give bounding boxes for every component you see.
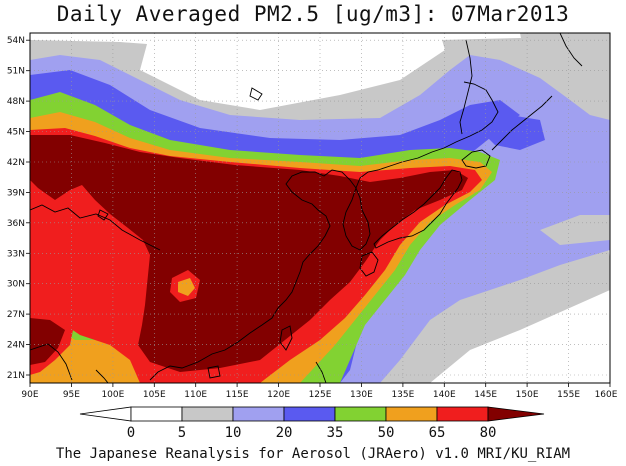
lon-label: 95E: [63, 390, 80, 400]
lon-label: 105E: [143, 390, 166, 400]
coast-korea: [342, 186, 371, 251]
colorbar: [79, 406, 545, 422]
field-50-65-island-core: [178, 278, 195, 296]
lat-label: 51N: [7, 67, 25, 77]
lon-label: 125E: [309, 390, 332, 400]
colorbar-label: 0: [127, 425, 135, 441]
colorbar-cell-80: [436, 406, 489, 422]
lat-label: 54N: [7, 36, 25, 46]
lat-label: 45N: [7, 128, 25, 138]
lon-label: 155E: [557, 390, 580, 400]
concentration-fields: [30, 33, 610, 383]
colorbar-label: 65: [429, 425, 446, 441]
colorbar-cell-5: [130, 406, 183, 422]
coast-hainan: [207, 365, 221, 379]
colorbar-cell-65: [385, 406, 438, 422]
lat-label: 39N: [7, 188, 25, 198]
colorbar-labels: 0 5 10 20 35 50 65 80: [127, 425, 497, 441]
lon-label: 160E: [595, 390, 618, 400]
lon-label: 150E: [516, 390, 539, 400]
lat-label: 24N: [7, 341, 25, 351]
coast-mainland: [30, 81, 499, 381]
colorbar-label: 35: [327, 425, 344, 441]
colorbar-label: 80: [480, 425, 497, 441]
coast-indochina: [30, 343, 109, 383]
colorbar-label: 50: [378, 425, 395, 441]
lon-label: 135E: [391, 390, 414, 400]
coast-kuril: [491, 95, 553, 151]
coast-hokkaido: [461, 149, 491, 169]
lat-label: 42N: [7, 158, 25, 168]
coast-sakhalin: [459, 39, 473, 135]
field-20-35-east: [480, 115, 545, 150]
lon-label: 100E: [101, 390, 124, 400]
coast-kamchatka: [559, 33, 583, 67]
coast-lake-2: [97, 209, 109, 221]
latitude-labels: 21N 24N 27N 30N 33N 36N 39N 42N 45N 48N …: [7, 36, 25, 381]
coast-lake: [249, 87, 263, 101]
coast-japan-kyushu: [359, 251, 379, 277]
coast-taiwan: [279, 325, 293, 351]
colorbar-label: 5: [178, 425, 186, 441]
lon-label: 110E: [184, 390, 207, 400]
lat-label: 27N: [7, 310, 25, 320]
axis-tick-marks: [26, 39, 611, 387]
field-5-10-mid: [540, 215, 610, 245]
lat-label: 48N: [7, 97, 25, 107]
lat-label: 30N: [7, 280, 25, 290]
colorbar-cell-50: [334, 406, 387, 422]
lat-label: 21N: [7, 371, 25, 381]
colorbar-cell-max: [487, 406, 545, 422]
colorbar-cell-0: [79, 406, 132, 422]
colorbar-cell-35: [283, 406, 336, 422]
lon-label: 90E: [21, 390, 38, 400]
lon-label: 120E: [267, 390, 290, 400]
lat-label: 33N: [7, 249, 25, 259]
colorbar-label: 20: [276, 425, 293, 441]
gridlines: [30, 33, 610, 383]
colorbar-cell-20: [232, 406, 285, 422]
map-title: Daily Averaged PM2.5 [ug/m3]: 07Mar2013: [56, 2, 570, 26]
field-0-5-north: [140, 33, 445, 110]
longitude-labels: 90E 95E 100E 105E 110E 115E 120E 125E 13…: [21, 390, 617, 400]
source-credit: The Japanese Reanalysis for Aerosol (JRA…: [55, 446, 571, 462]
lon-label: 140E: [433, 390, 456, 400]
colorbar-cell-10: [181, 406, 234, 422]
colorbar-label: 10: [225, 425, 242, 441]
lat-label: 36N: [7, 219, 25, 229]
lon-label: 145E: [474, 390, 497, 400]
lon-label: 115E: [226, 390, 249, 400]
lon-label: 130E: [350, 390, 373, 400]
coast-philippines: [315, 361, 327, 383]
field-gt-80-southwest: [30, 318, 65, 365]
